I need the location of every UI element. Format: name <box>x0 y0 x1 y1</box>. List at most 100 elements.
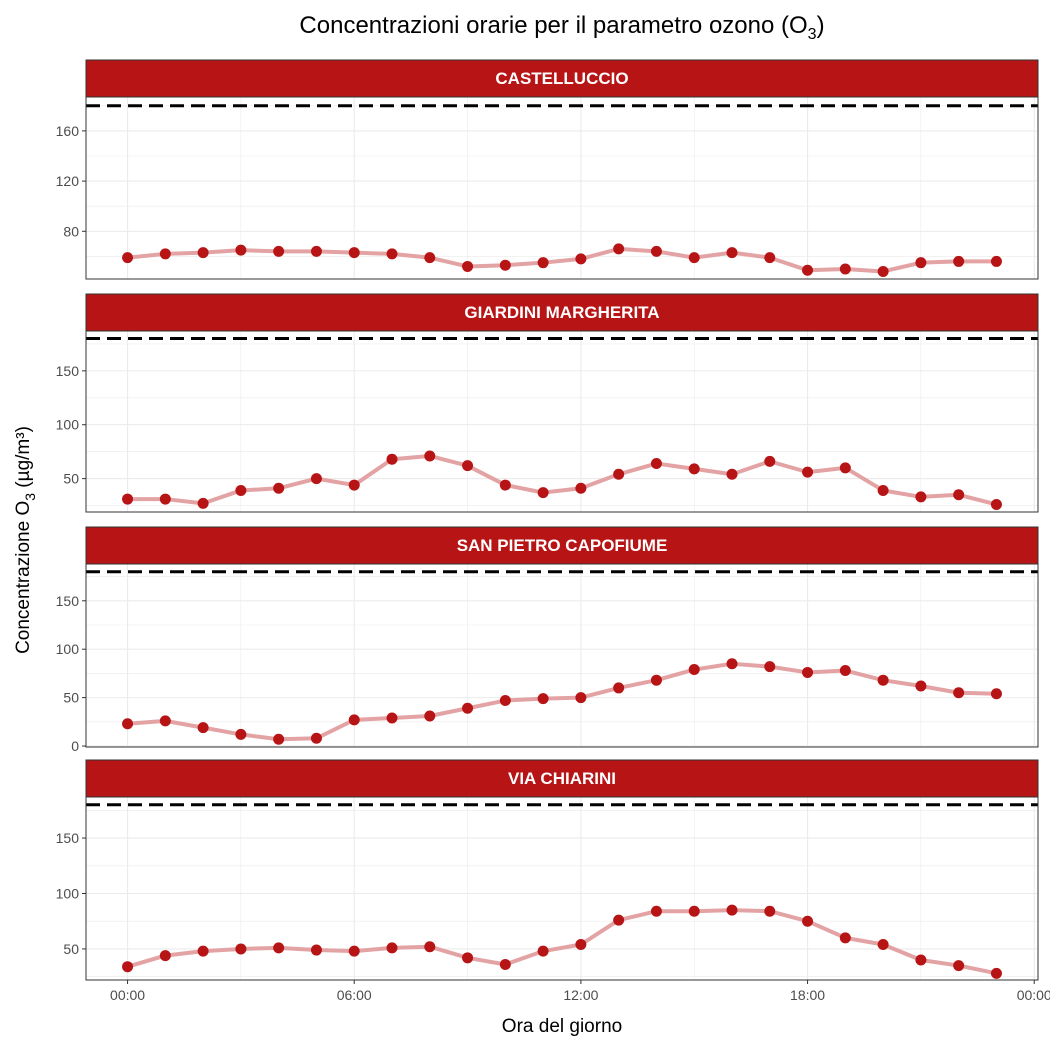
data-point <box>310 473 322 485</box>
data-point <box>688 463 700 475</box>
data-point <box>990 967 1002 979</box>
data-point <box>159 950 171 962</box>
data-point <box>122 718 134 730</box>
data-point <box>802 264 814 276</box>
data-point <box>877 939 889 951</box>
data-point <box>499 695 511 707</box>
data-point <box>273 942 285 954</box>
data-point <box>310 732 322 744</box>
data-point <box>235 244 247 256</box>
y-axis-label: Concentrazione O3 (µg/m³) <box>13 426 38 654</box>
data-point <box>499 958 511 970</box>
data-point <box>499 479 511 491</box>
data-point <box>877 484 889 496</box>
data-point <box>953 255 965 267</box>
data-point <box>990 498 1002 510</box>
y-tick-label: 100 <box>56 641 80 657</box>
data-point <box>424 710 436 722</box>
data-point <box>462 952 474 964</box>
data-point <box>575 692 587 704</box>
data-point <box>953 489 965 501</box>
data-point <box>613 682 625 694</box>
data-point <box>990 255 1002 267</box>
y-tick-label: 160 <box>56 123 80 139</box>
data-point <box>688 664 700 676</box>
x-tick-label: 00:00 <box>1017 987 1050 1003</box>
panel-border <box>85 96 1039 280</box>
facet-strip <box>85 59 1039 98</box>
data-point <box>953 687 965 699</box>
facet-panel: VIA CHIARINI 50 100 150 <box>56 759 1039 981</box>
data-point <box>802 466 814 478</box>
data-point <box>122 961 134 973</box>
facet-strip-label: SAN PIETRO CAPOFIUME <box>457 536 668 555</box>
data-point <box>424 252 436 264</box>
data-point <box>839 263 851 275</box>
data-point <box>348 247 360 259</box>
series-line <box>127 661 997 742</box>
data-point <box>462 260 474 272</box>
data-point <box>348 945 360 957</box>
y-tick-label: 50 <box>63 941 79 957</box>
y-tick-label: 100 <box>56 885 80 901</box>
data-point <box>877 265 889 277</box>
facet-strip-label: GIARDINI MARGHERITA <box>464 303 659 322</box>
data-point <box>197 722 209 734</box>
data-point <box>613 914 625 926</box>
y-tick-label: 50 <box>63 471 79 487</box>
x-tick-label: 00:00 <box>110 987 145 1003</box>
x-tick-label: 18:00 <box>790 987 825 1003</box>
data-point <box>764 661 776 673</box>
data-point <box>764 905 776 917</box>
data-point <box>915 257 927 269</box>
series-line <box>127 453 997 507</box>
y-tick-label: 50 <box>63 690 79 706</box>
data-point <box>990 688 1002 700</box>
data-point <box>386 942 398 954</box>
panel-plot-area <box>86 564 1038 747</box>
data-point <box>650 905 662 917</box>
facet-strip-label: CASTELLUCCIO <box>495 69 628 88</box>
data-point <box>197 497 209 509</box>
panel-border <box>85 563 1039 748</box>
data-point <box>273 245 285 257</box>
data-point <box>424 450 436 462</box>
y-tick-label: 100 <box>56 417 80 433</box>
data-point <box>915 680 927 692</box>
panel-border <box>85 330 1039 513</box>
data-point <box>650 245 662 257</box>
data-point <box>159 248 171 260</box>
data-point <box>273 482 285 494</box>
data-point <box>575 939 587 951</box>
data-point <box>764 455 776 467</box>
x-axis-label: Ora del giorno <box>502 1016 622 1037</box>
data-point <box>688 905 700 917</box>
x-tick-label: 06:00 <box>337 987 372 1003</box>
series-line <box>126 908 997 976</box>
data-point <box>273 733 285 745</box>
data-point <box>726 658 738 670</box>
data-point <box>726 247 738 259</box>
data-point <box>424 941 436 953</box>
data-point <box>499 259 511 271</box>
x-tick-label: 12:00 <box>563 987 598 1003</box>
data-point <box>122 252 134 264</box>
data-point <box>802 915 814 927</box>
data-point <box>537 487 549 499</box>
data-point <box>386 248 398 260</box>
chart-title: Concentrazioni orarie per il parametro o… <box>299 12 824 43</box>
y-tick-label: 150 <box>56 593 80 609</box>
data-point <box>462 702 474 714</box>
data-point <box>613 468 625 480</box>
data-point <box>235 484 247 496</box>
data-point <box>877 674 889 686</box>
data-point <box>726 468 738 480</box>
y-tick-label: 0 <box>71 738 79 754</box>
facet-panel: CASTELLUCCIO 80 120 160 <box>56 59 1039 280</box>
data-point <box>650 674 662 686</box>
y-tick-label: 120 <box>56 173 80 189</box>
data-point <box>613 243 625 255</box>
data-point <box>159 493 171 505</box>
data-point <box>575 482 587 494</box>
data-point <box>348 714 360 726</box>
